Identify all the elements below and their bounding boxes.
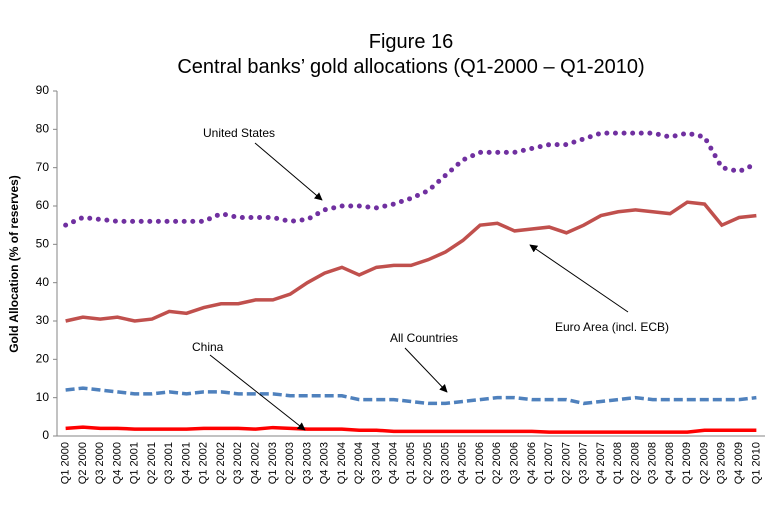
chart-title: Figure 16 [369, 31, 454, 53]
x-tick-label: Q3 2000 [94, 442, 106, 484]
series-label: United States [203, 126, 275, 140]
x-tick-label: Q2 2008 [629, 442, 641, 484]
series-label: China [192, 340, 224, 354]
x-tick-label: Q1 2000 [60, 442, 72, 484]
x-tick-label: Q4 2003 [319, 442, 331, 484]
x-tick-label: Q4 2005 [457, 442, 469, 484]
x-tick-label: Q3 2002 [232, 442, 244, 484]
y-tick-label: 50 [36, 237, 50, 251]
series-line [65, 200, 757, 323]
x-tick-label: Q2 2006 [491, 442, 503, 484]
x-tick-label: Q1 2002 [198, 442, 210, 484]
y-tick-label: 0 [42, 428, 49, 442]
x-tick-label: Q3 2001 [163, 442, 175, 484]
series-label: Euro Area (incl. ECB) [555, 320, 669, 334]
x-tick-label: Q4 2006 [526, 442, 538, 484]
y-axis-label: Gold Allocation (% of reserves) [7, 175, 21, 353]
y-tick-label: 30 [36, 313, 50, 327]
x-tick-label: Q4 2001 [180, 442, 192, 484]
x-tick-label: Q4 2009 [733, 442, 745, 484]
y-tick-label: 80 [36, 122, 50, 136]
x-tick-label: Q1 2005 [405, 442, 417, 484]
x-tick-label: Q3 2003 [301, 442, 313, 484]
x-tick-label: Q4 2004 [388, 442, 400, 484]
x-tick-label: Q2 2005 [422, 442, 434, 484]
annotation-arrow [254, 142, 323, 201]
x-tick-label: Q1 2001 [129, 442, 141, 484]
y-tick-label: 90 [36, 83, 50, 97]
series-line [65, 386, 757, 406]
x-tick-label: Q2 2000 [77, 442, 89, 484]
x-tick-label: Q3 2004 [370, 442, 382, 484]
y-tick-label: 60 [36, 198, 50, 212]
y-tick-label: 70 [36, 160, 50, 174]
x-tick-label: Q1 2007 [543, 442, 555, 484]
y-tick-label: 10 [36, 390, 50, 404]
x-tick-label: Q2 2002 [215, 442, 227, 484]
x-tick-label: Q2 2004 [353, 442, 365, 484]
y-tick-label: 40 [36, 275, 50, 289]
x-tick-label: Q1 2010 [750, 442, 762, 484]
x-tick-label: Q4 2008 [664, 442, 676, 484]
series-line [63, 130, 759, 228]
x-tick-label: Q2 2003 [284, 442, 296, 484]
annotation-arrow [529, 244, 629, 313]
series-label: All Countries [390, 331, 458, 345]
x-tick-label: Q2 2007 [560, 442, 572, 484]
x-tick-label: Q3 2008 [647, 442, 659, 484]
x-tick-label: Q3 2006 [509, 442, 521, 484]
annotation-arrow [404, 347, 448, 393]
x-tick-label: Q4 2002 [249, 442, 261, 484]
x-tick-label: Q2 2009 [698, 442, 710, 484]
x-tick-label: Q2 2001 [146, 442, 158, 484]
annotation-arrow [209, 354, 306, 431]
x-tick-label: Q1 2008 [612, 442, 624, 484]
x-tick-label: Q4 2007 [595, 442, 607, 484]
x-tick-label: Q1 2003 [267, 442, 279, 484]
x-tick-label: Q1 2009 [681, 442, 693, 484]
x-tick-label: Q1 2006 [474, 442, 486, 484]
x-tick-label: Q1 2004 [336, 442, 348, 484]
x-tick-label: Q4 2000 [111, 442, 123, 484]
y-tick-label: 20 [36, 352, 50, 366]
x-tick-label: Q3 2009 [716, 442, 728, 484]
x-tick-label: Q3 2007 [578, 442, 590, 484]
series-line [65, 425, 757, 434]
x-tick-label: Q3 2005 [439, 442, 451, 484]
chart-subtitle: Central banks’ gold allocations (Q1-2000… [177, 56, 644, 78]
